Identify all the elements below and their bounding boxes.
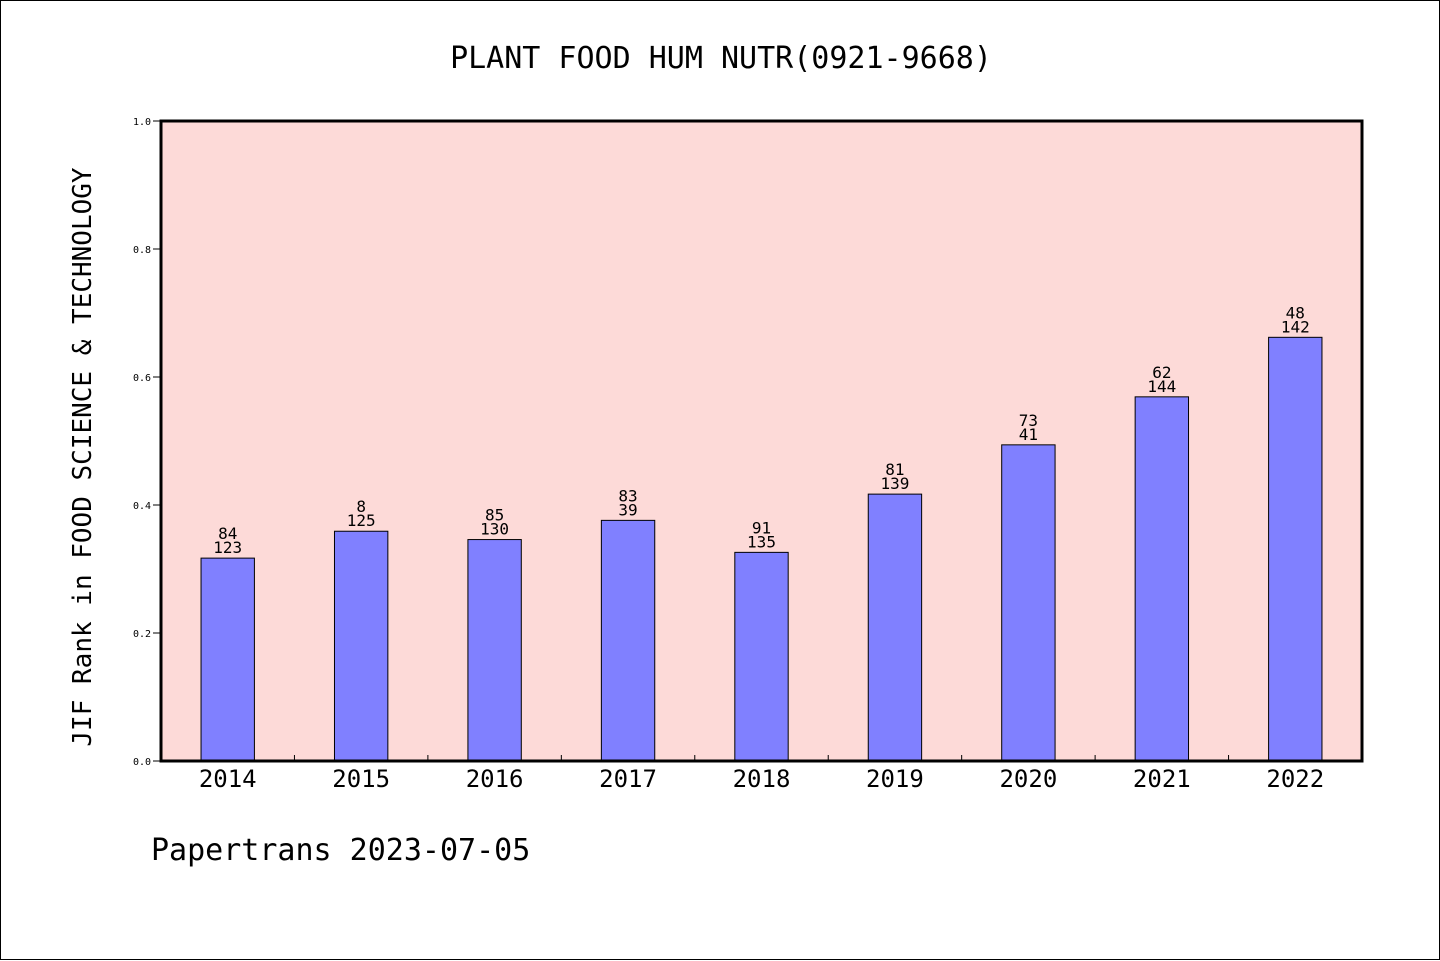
bar-label-rank: 83 (618, 486, 637, 505)
bar-label-total: 39 (618, 500, 637, 519)
y-tick-label: 0.2 (133, 629, 151, 640)
bar-2019 (867, 493, 923, 762)
bar-2017 (600, 519, 656, 762)
chart-title: PLANT FOOD HUM NUTR(0921-9668) (450, 41, 992, 76)
y-axis-label: JIF Rank in FOOD SCIENCE & TECHNOLOGY (68, 167, 98, 747)
bar-2014 (200, 557, 255, 762)
bar-label-rank: 85 (485, 506, 504, 525)
x-tick-label: 2022 (1266, 765, 1324, 793)
x-tick-label: 2014 (199, 765, 257, 793)
bar-label-rank: 84 (218, 524, 237, 543)
x-tick-label: 2016 (466, 765, 524, 793)
y-tick-label: 0.4 (133, 501, 151, 512)
bar-label-total: 144 (1147, 377, 1176, 396)
y-tick-label: 0.0 (133, 757, 151, 768)
bar-2015 (333, 530, 389, 762)
bar-2018 (734, 551, 789, 762)
bar-2021 (1134, 396, 1190, 762)
x-tick-label: 2017 (599, 765, 657, 793)
bar-label-rank: 8 (356, 497, 366, 516)
x-tick-label: 2019 (866, 765, 924, 793)
bar-label-total: 139 (880, 474, 909, 493)
x-axis: 2014 2015 2016 2017 2018 2019 2020 2021 2022 (199, 755, 1324, 793)
bar-label-rank: 62 (1152, 363, 1171, 382)
bar-label-total: 135 (747, 532, 776, 551)
plot-border (159, 119, 1364, 763)
x-tick-label: 2021 (1133, 765, 1191, 793)
y-tick-label: 0.6 (133, 373, 151, 384)
bar-label-rank: 73 (1019, 411, 1038, 430)
bar-2020 (1001, 444, 1056, 762)
x-tick-label: 2015 (332, 765, 390, 793)
bar-label-rank: 91 (752, 518, 771, 537)
bar-label-total: 125 (347, 511, 376, 530)
bar-label-rank: 48 (1286, 303, 1305, 322)
bar-label-rank: 81 (885, 460, 904, 479)
bar-2022 (1268, 336, 1323, 762)
y-tick-label: 1.0 (133, 117, 151, 128)
bar-2016 (467, 539, 522, 762)
bar-label-total: 130 (480, 520, 509, 539)
y-axis: 0.0 0.2 0.4 0.6 0.8 1.0 (133, 117, 161, 768)
y-tick-label: 0.8 (133, 245, 151, 256)
footer-credit: Papertrans 2023-07-05 (151, 833, 531, 868)
bar-label-total: 41 (1019, 425, 1038, 444)
bar-label-total: 123 (213, 538, 242, 557)
x-tick-label: 2020 (999, 765, 1057, 793)
bar-label-total: 142 (1281, 317, 1310, 336)
x-tick-label: 2018 (733, 765, 791, 793)
